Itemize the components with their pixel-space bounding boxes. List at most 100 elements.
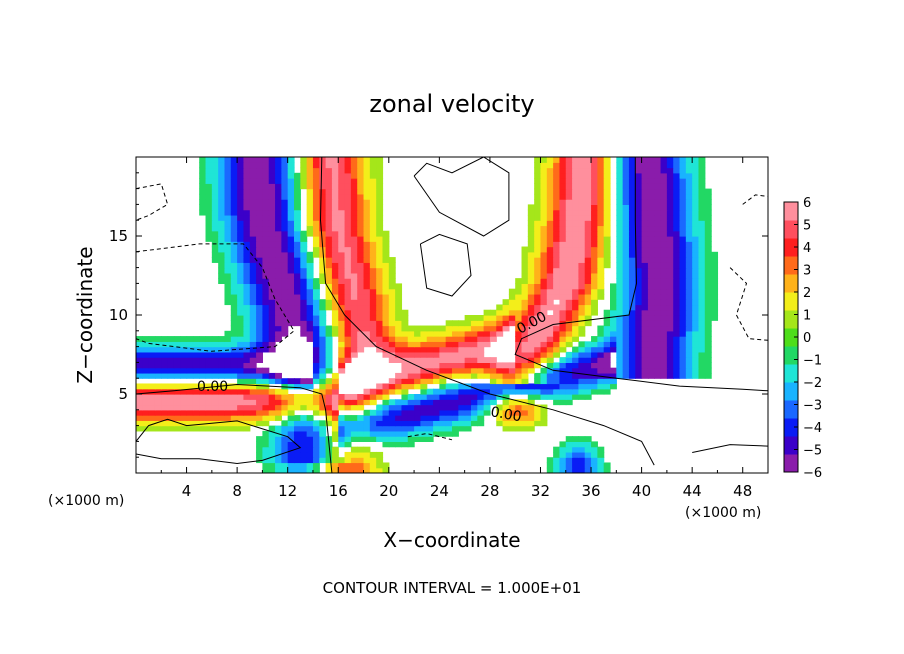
field-cell [268, 399, 276, 406]
field-cell [426, 330, 434, 337]
field-cell [224, 351, 232, 358]
field-cell [376, 304, 384, 311]
field-cell [603, 225, 611, 232]
field-cell [559, 367, 567, 374]
field-cell [452, 383, 459, 390]
field-cell [597, 462, 605, 469]
field-cell [211, 209, 219, 216]
field-cell [635, 209, 643, 216]
field-cell [300, 378, 308, 385]
field-cell [591, 467, 598, 473]
field-cell [420, 325, 428, 332]
field-cell [237, 157, 245, 163]
field-cell [268, 372, 276, 379]
field-cell [192, 388, 200, 395]
field-cell [262, 220, 270, 227]
field-cell [306, 325, 314, 332]
field-cell [395, 436, 403, 442]
field-cell [521, 257, 529, 263]
field-cell [395, 330, 403, 337]
field-cell [666, 167, 674, 174]
field-cell [256, 283, 263, 290]
field-cell [433, 394, 440, 400]
field-cell [635, 283, 643, 290]
field-cell [249, 367, 257, 374]
field-cell [704, 325, 712, 332]
field-cell [294, 251, 301, 258]
field-cell [382, 278, 390, 284]
field-cell [281, 446, 289, 453]
field-cell [199, 172, 207, 179]
field-cell [559, 467, 567, 473]
field-cell [199, 199, 207, 205]
field-cell [654, 199, 662, 205]
field-cell [294, 415, 301, 421]
field-cell [572, 183, 579, 190]
field-cell [401, 415, 409, 421]
field-cell [502, 394, 510, 400]
field-cell [192, 394, 200, 400]
field-cell [572, 214, 579, 221]
field-cell [553, 220, 561, 227]
field-cell [654, 278, 662, 284]
field-cell [211, 367, 219, 374]
field-cell [256, 309, 263, 316]
field-cell [350, 241, 358, 248]
field-cell [572, 351, 579, 358]
field-cell [464, 409, 472, 416]
field-cell [350, 236, 358, 242]
field-cell [597, 272, 605, 279]
field-cell [395, 372, 403, 379]
field-cell [224, 262, 232, 269]
field-cell [647, 188, 655, 195]
field-cell [426, 362, 434, 369]
field-cell [597, 283, 605, 290]
field-cell [616, 241, 624, 248]
field-cell [591, 178, 598, 184]
field-cell [628, 257, 636, 263]
field-cell [306, 193, 314, 200]
field-cell [281, 183, 289, 190]
field-cell [294, 394, 301, 400]
colorbar-swatch [784, 328, 798, 347]
field-cell [515, 415, 523, 421]
field-cell [281, 457, 289, 464]
field-cell [325, 167, 333, 174]
field-cell [660, 246, 668, 253]
field-cell [603, 214, 611, 221]
field-cell [439, 388, 447, 395]
field-cell [142, 351, 150, 358]
x-tick-label: 16 [329, 482, 348, 500]
field-cell [306, 172, 314, 179]
field-cell [553, 178, 561, 184]
field-cell [237, 409, 245, 416]
field-cell [616, 351, 624, 358]
field-cell [679, 236, 687, 242]
x-tick-label: 8 [232, 482, 242, 500]
field-cell [666, 278, 674, 284]
field-cell [331, 415, 339, 421]
field-cell [559, 441, 567, 448]
field-cell [256, 383, 263, 390]
field-cell [553, 341, 561, 348]
field-cell [489, 372, 497, 379]
field-cell [673, 372, 681, 379]
field-cell [565, 441, 573, 448]
field-cell [685, 220, 693, 227]
field-cell [363, 330, 371, 337]
field-cell [603, 178, 611, 184]
field-cell [685, 283, 693, 290]
field-cell [647, 257, 655, 263]
field-cell [470, 351, 478, 358]
field-cell [350, 467, 358, 473]
field-cell [578, 230, 586, 237]
field-cell [616, 330, 624, 337]
field-cell [673, 283, 681, 290]
field-cell [559, 388, 567, 395]
field-cell [584, 304, 592, 311]
field-cell [249, 378, 257, 385]
field-cell [325, 409, 333, 416]
field-cell [704, 362, 712, 369]
field-cell [142, 409, 150, 416]
field-cell [237, 214, 245, 221]
